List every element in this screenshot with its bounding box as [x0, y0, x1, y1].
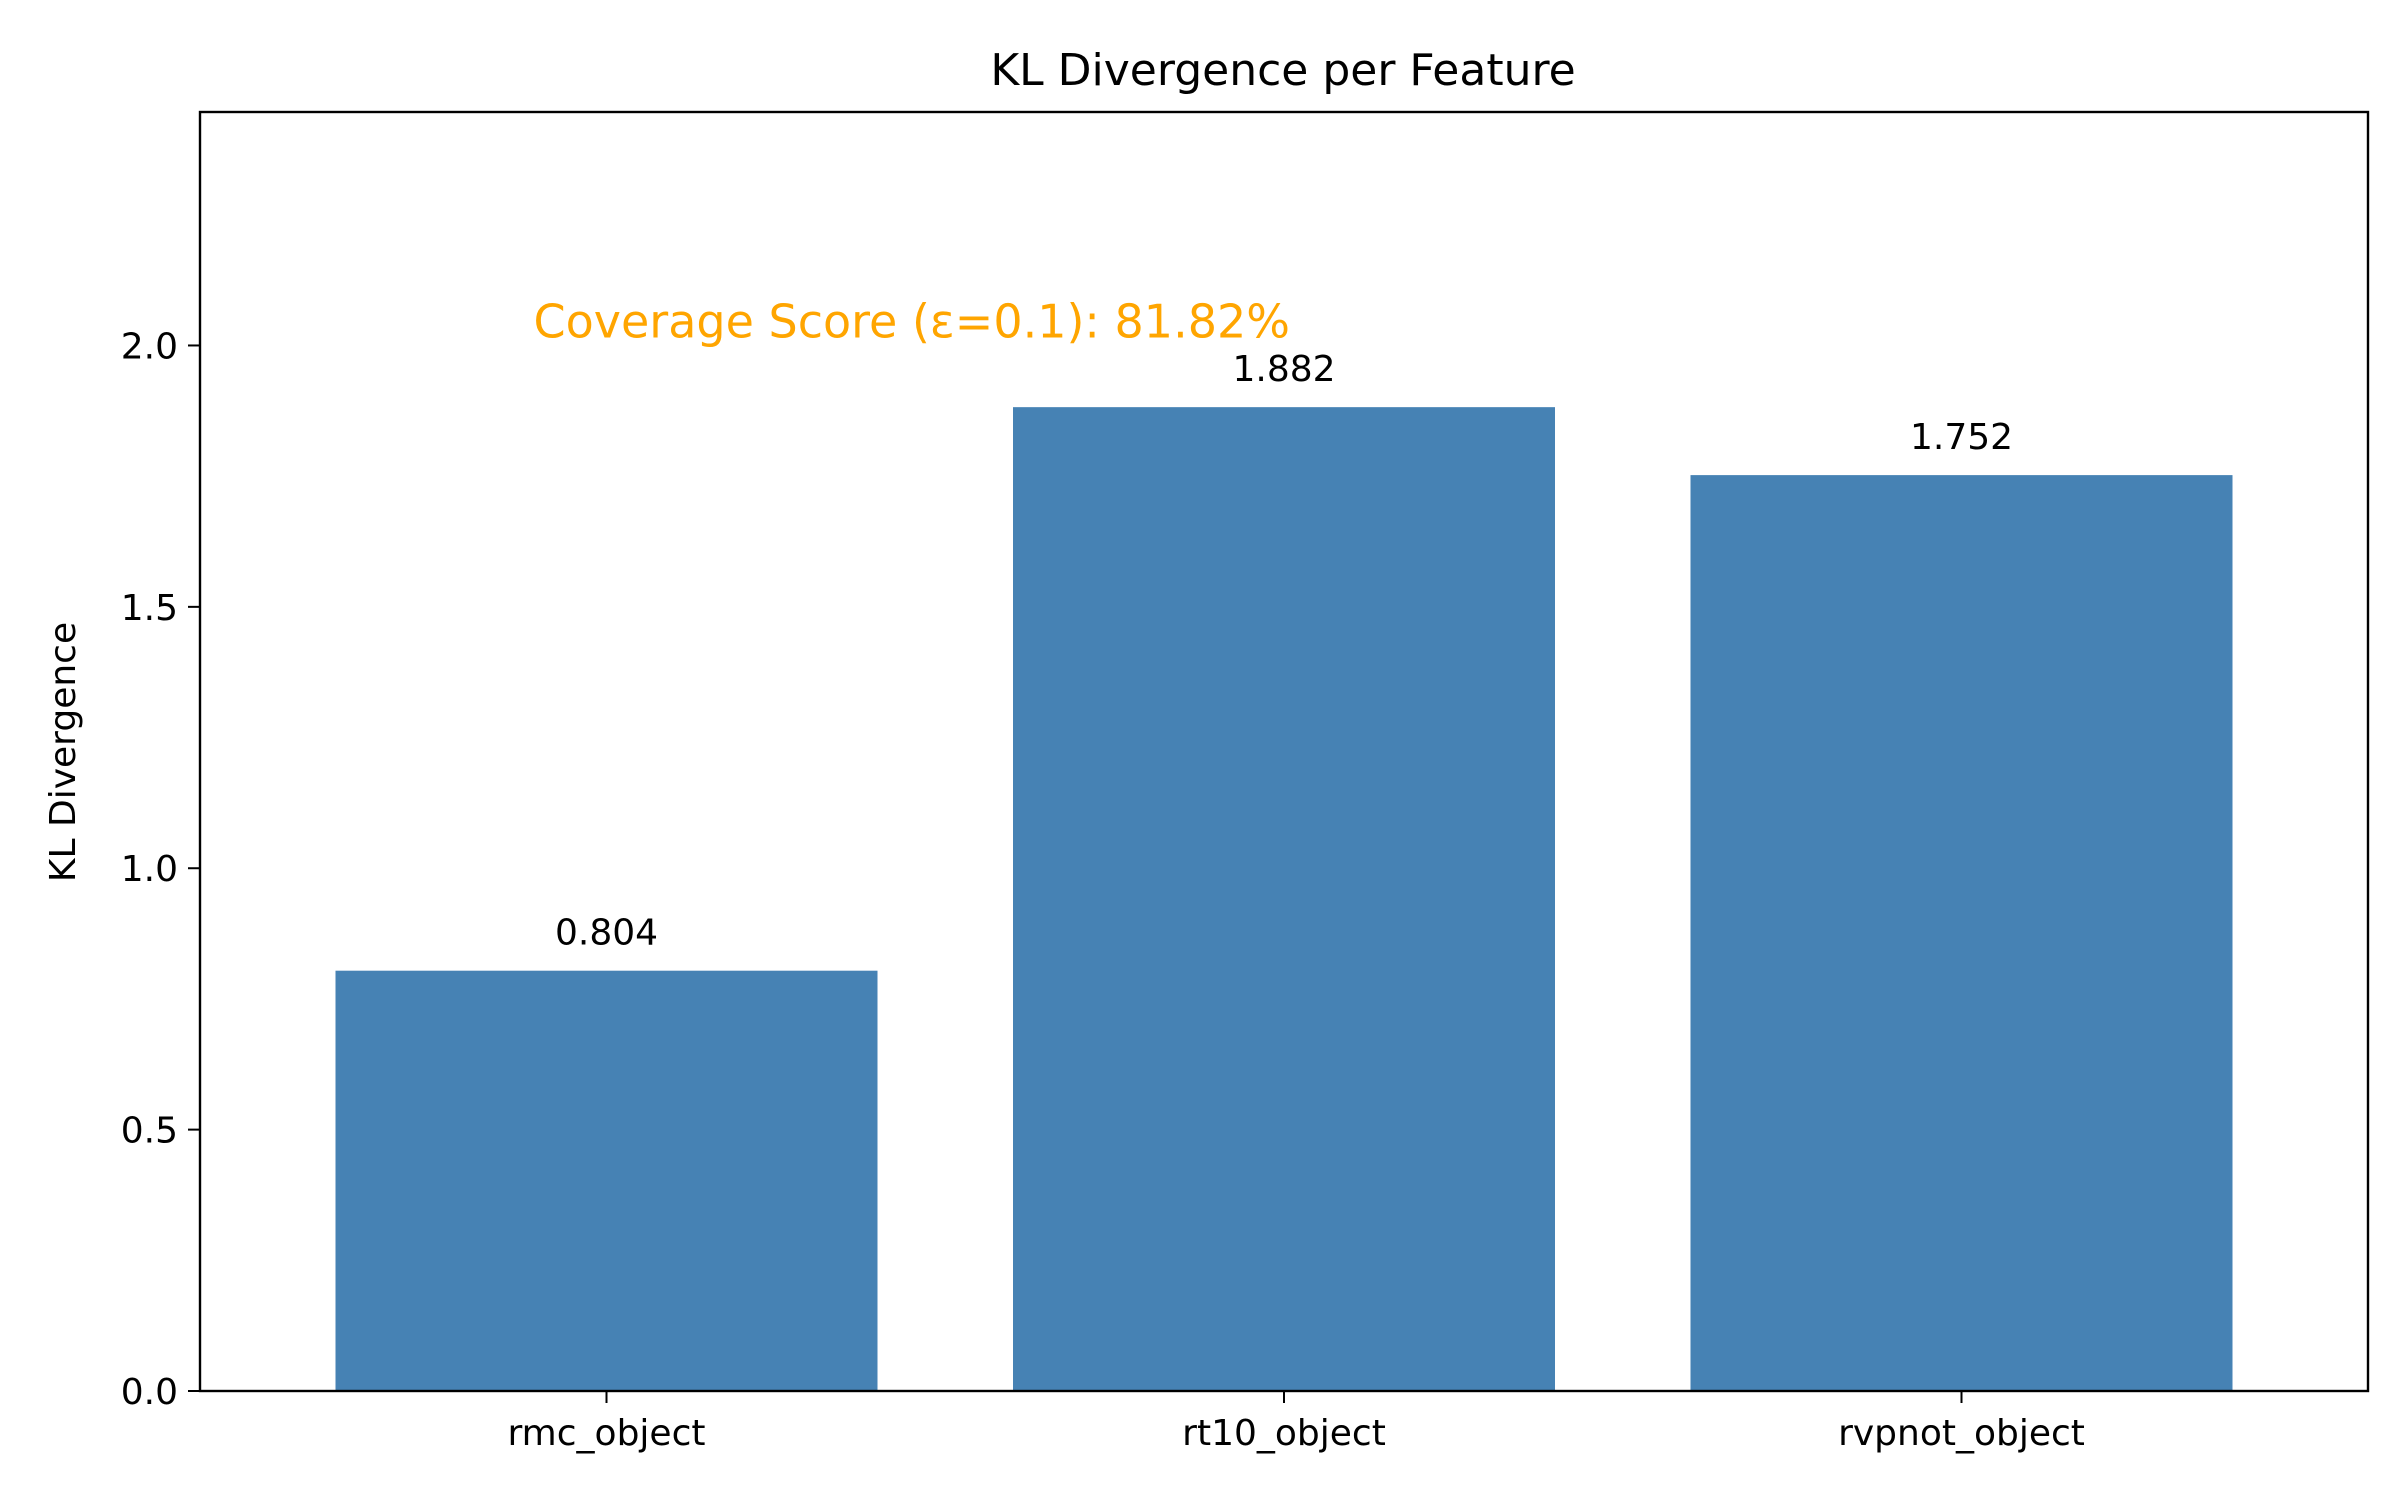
bar-rmc_object: [335, 970, 878, 1391]
x-axis: rmc_object rt10_object rvpnot_object: [508, 1391, 2085, 1454]
y-tick-label: 0.5: [121, 1111, 178, 1152]
bar-rvpnot_object: [1690, 475, 2233, 1391]
x-tick-label-rt10_object: rt10_object: [1182, 1413, 1386, 1454]
coverage-score-annotation: Coverage Score (ε=0.1): 81.82%: [534, 294, 1290, 348]
y-tick-label: 1.5: [121, 588, 178, 629]
data-labels-group: 0.804 1.882 1.752: [555, 349, 2013, 954]
y-tick-label: 2.0: [121, 326, 178, 367]
y-tick-label: 1.0: [121, 849, 178, 890]
data-label-rmc_object: 0.804: [555, 913, 658, 954]
data-label-rvpnot_object: 1.752: [1910, 417, 2013, 458]
plot-frame: [198, 110, 2370, 1393]
bar-rt10_object: [1013, 407, 1555, 1392]
y-axis: 0.0 0.5 1.0 1.5 2.0: [121, 326, 200, 1413]
data-label-rt10_object: 1.882: [1232, 349, 1335, 390]
chart-title: KL Divergence per Feature: [990, 45, 1575, 96]
x-tick-label-rvpnot_object: rvpnot_object: [1838, 1413, 2085, 1454]
bars-group: [335, 407, 2233, 1392]
y-tick-label: 0.0: [121, 1372, 178, 1413]
x-tick-label-rmc_object: rmc_object: [508, 1413, 706, 1454]
y-axis-label: KL Divergence: [43, 622, 84, 882]
